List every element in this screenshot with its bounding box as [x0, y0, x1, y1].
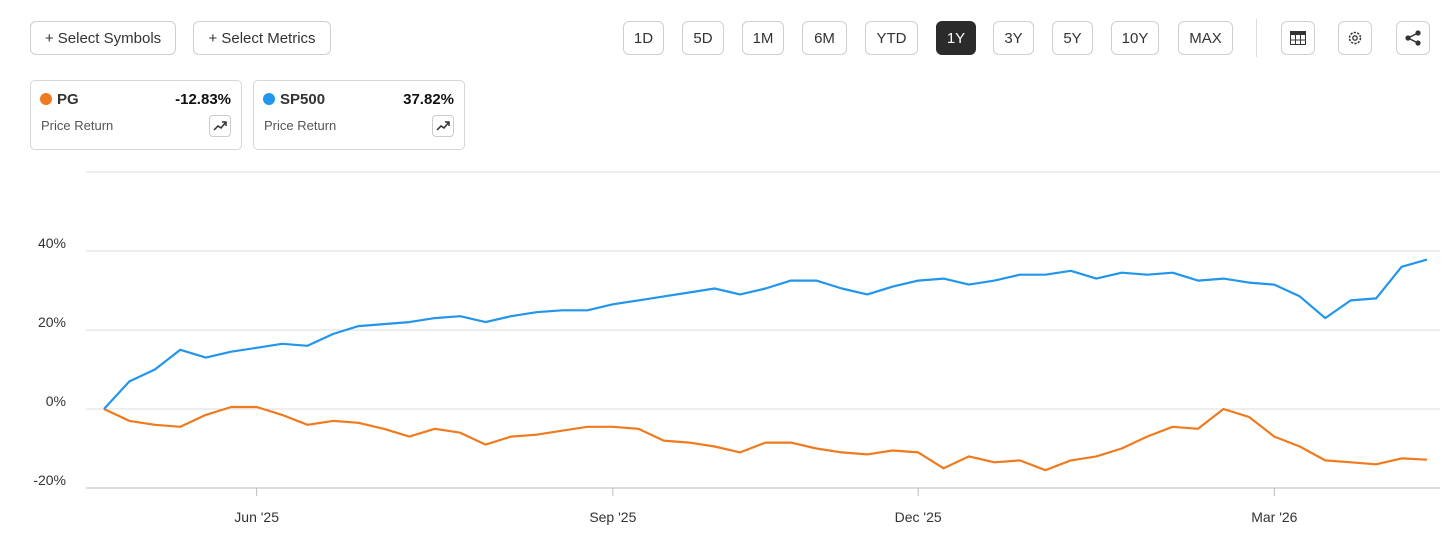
x-tick-label: Sep '25 [589, 509, 636, 525]
range-button[interactable]: 1D [623, 21, 664, 55]
range-button[interactable]: 5D [682, 21, 724, 55]
series-line [103, 405, 1428, 472]
trend-icon [436, 121, 450, 131]
range-button[interactable]: 3Y [993, 21, 1034, 55]
share-button[interactable] [1396, 21, 1430, 55]
metric: Price Return [41, 118, 114, 133]
y-tick-label: -20% [33, 472, 66, 488]
symbol: PG [57, 91, 79, 108]
legend-dot [263, 93, 275, 105]
settings-button[interactable] [1338, 21, 1372, 55]
change: -12.83% [175, 91, 231, 108]
range-button[interactable]: 5Y [1052, 21, 1093, 55]
select-symbols-button[interactable]: + Select Symbols [30, 21, 176, 55]
legend-dot [40, 93, 52, 105]
y-tick-label: 40% [38, 235, 66, 251]
range-button[interactable]: 1Y [936, 21, 976, 55]
x-tick-label: Mar '26 [1251, 509, 1297, 525]
y-tick-label: 0% [46, 393, 66, 409]
legend-card[interactable]: SP500 37.82% Price Return [253, 80, 465, 150]
trend-icon [213, 121, 227, 131]
range-button[interactable]: MAX [1178, 21, 1233, 55]
range-button[interactable]: 1M [742, 21, 784, 55]
y-tick-label: 20% [38, 314, 66, 330]
select-metrics-button[interactable]: + Select Metrics [193, 21, 331, 55]
range-button[interactable]: YTD [865, 21, 918, 55]
legend-card[interactable]: PG -12.83% Price Return [30, 80, 242, 150]
settings-icon [1348, 31, 1362, 45]
separator [1256, 19, 1257, 57]
x-tick-label: Dec '25 [895, 509, 942, 525]
series-line [103, 258, 1428, 410]
chart-type-button[interactable] [209, 115, 231, 137]
change: 37.82% [403, 91, 454, 108]
table-button[interactable] [1281, 21, 1315, 55]
chart-type-button[interactable] [432, 115, 454, 137]
metric: Price Return [264, 118, 337, 133]
range-button[interactable]: 6M [802, 21, 847, 55]
symbol: SP500 [280, 91, 326, 108]
x-tick-label: Jun '25 [234, 509, 279, 525]
share-icon [1405, 30, 1421, 46]
table-icon [1290, 31, 1306, 45]
range-button[interactable]: 10Y [1111, 21, 1159, 55]
